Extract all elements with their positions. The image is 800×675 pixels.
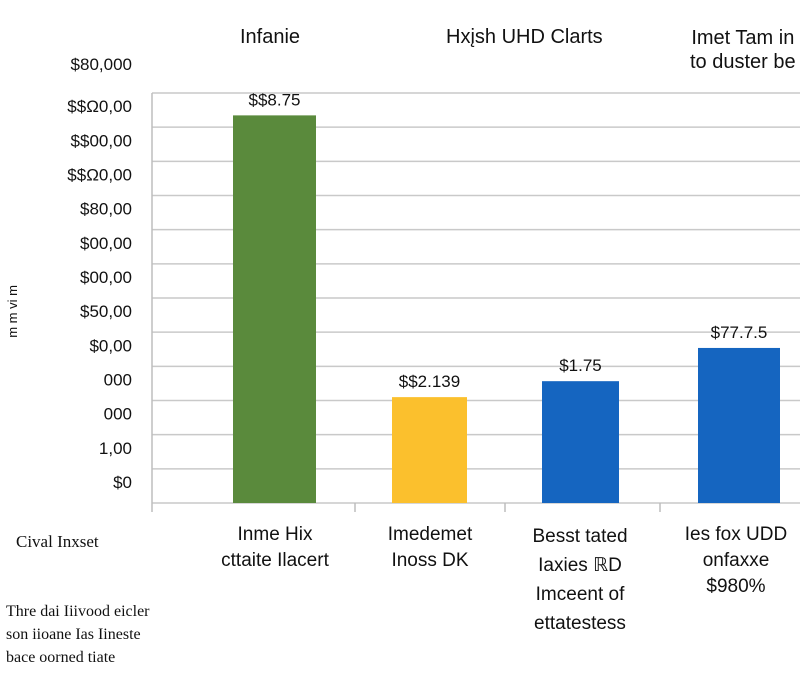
category-label-line: $980% [706,576,766,597]
bar [542,381,619,503]
bar [233,115,316,503]
header-right: Imet Tam in to duster be [690,26,796,74]
y-tick-label: $0,00 [89,336,132,355]
footnote: Thre dai Iiivood eicler son iioane Ias I… [6,600,206,669]
y-tick-label: $80,000 [71,55,132,74]
header-left: Infanie [240,26,301,48]
category-label-line: Imceent of [535,584,625,605]
category-label-line: onfaxxe [702,550,770,571]
y-tick-label: $00,00 [80,268,132,287]
bar [392,397,467,503]
y-tick-label: $$Ω0,00 [67,166,132,185]
y-axis-label: ɯ ᴉʌ ɯ ɯ [7,285,22,338]
y-tick-label: $80,00 [80,200,132,219]
y-tick-label: $00,00 [80,234,132,253]
y-tick-label: $$Ω0,00 [67,97,132,116]
category-label-line: Inme Hix [237,524,313,545]
bar-value-label: $1.75 [559,356,602,375]
footnote-line: Thre dai Iiivood eicler [6,603,150,620]
footnote-line: bace oorned tiate [6,649,116,666]
chart-title: Hxįsh UHD Clarts [446,26,603,48]
category-label-line: Ies fox UDD [684,524,788,545]
header-right-line: to duster be [690,51,796,73]
y-tick-label: $50,00 [80,302,132,321]
y-tick-label: $0 [113,473,132,492]
bar-value-label: $$8.75 [249,90,301,109]
category-label-line: cttaite Ilacert [221,550,329,571]
bar-value-label: $77.7.5 [711,323,768,342]
y-tick-labels: $80,000 $$Ω0,00 $$00,00 $$Ω0,00 $80,00 $00,00… [67,55,132,492]
y-tick-label: 000 [104,405,132,424]
bar [698,347,780,503]
category-label-line: Inoss DK [391,550,469,571]
category-label-line: Iaxies ℝD [538,555,622,576]
side-label: Cival Inxset [16,532,99,551]
category-label: Inme Hix cttaite Ilacert [205,522,345,574]
category-label-line: Imedemet [387,524,473,545]
y-tick-label: 1,00 [99,439,132,458]
bar-value-label: $$2.139 [399,372,460,391]
category-label: Ies fox UDD onfaxxe $980% [672,522,800,600]
footnote-line: son iioane Ias Iineste [6,626,141,643]
category-label-line: ettatestess [534,613,626,634]
axes [151,93,661,512]
category-label-line: Besst tated [532,526,628,547]
y-tick-label: $$00,00 [71,131,132,150]
bars [233,115,780,503]
header-right-line: Imet Tam in [691,27,795,49]
category-label: Imedemet Inoss DK [360,522,500,574]
category-label: Besst tated Iaxies ℝD Imceent of ettates… [510,522,650,638]
value-labels: $$8.75 $$2.139 $1.75 $77.7.5 [249,90,768,391]
y-tick-label: 000 [104,371,132,390]
